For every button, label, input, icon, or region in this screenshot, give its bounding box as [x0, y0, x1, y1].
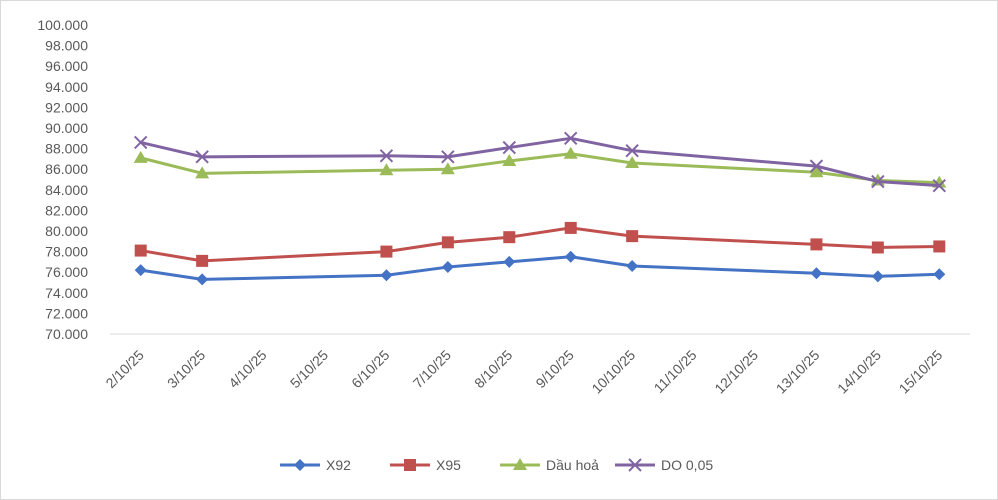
- y-tick-label: 86.000: [45, 161, 88, 177]
- data-point-x95: [810, 238, 823, 251]
- data-point-do-0-05: [502, 140, 516, 155]
- legend-marker: [513, 458, 527, 470]
- y-tick-label: 76.000: [45, 264, 88, 280]
- legend: X92 X95 Dầu hoả DO 0,05: [280, 457, 713, 473]
- data-point-x95: [933, 240, 946, 253]
- data-point-d-u-ho: [440, 162, 455, 175]
- data-point-do-0-05: [625, 143, 639, 158]
- legend-label: X95: [436, 457, 461, 473]
- data-point-do-0-05: [871, 174, 885, 189]
- y-tick-label: 100.000: [37, 17, 88, 33]
- data-point-x95: [564, 221, 577, 234]
- data-point-x92: [380, 269, 393, 282]
- y-tick-label: 72.000: [45, 305, 88, 321]
- data-point-d-u-ho: [502, 153, 517, 166]
- data-point-x95: [626, 230, 639, 243]
- data-point-x92: [134, 264, 147, 277]
- data-point-x92: [441, 261, 454, 274]
- legend-item: X95: [390, 457, 461, 473]
- data-point-x95: [134, 244, 147, 257]
- data-point-x95: [196, 254, 209, 267]
- x-tick-label: 6/10/25: [348, 347, 392, 391]
- x-tick-label: 10/10/25: [588, 347, 638, 397]
- data-point-x92: [810, 267, 823, 280]
- x-tick-label: 9/10/25: [532, 347, 576, 391]
- series-line-do-0-05: [140, 136, 940, 188]
- legend-item: DO 0,05: [615, 457, 713, 473]
- data-point-do-0-05: [134, 135, 148, 150]
- data-point-x92: [871, 270, 884, 283]
- series-group: [133, 131, 947, 286]
- data-point-do-0-05: [195, 150, 209, 164]
- x-tick-label: 14/10/25: [834, 347, 884, 397]
- data-point-do-0-05: [809, 159, 824, 173]
- y-tick-label: 70.000: [45, 326, 88, 342]
- data-point-x92: [503, 255, 516, 268]
- x-tick-label: 4/10/25: [225, 347, 269, 391]
- legend-label: X92: [326, 457, 351, 473]
- data-point-x95: [503, 231, 516, 244]
- legend-marker: [628, 458, 642, 472]
- data-point-x95: [871, 241, 884, 254]
- data-point-d-u-ho: [563, 146, 578, 159]
- series-line-x92: [140, 255, 940, 281]
- data-point-x92: [933, 268, 946, 281]
- data-point-do-0-05: [564, 131, 578, 146]
- x-tick-label: 8/10/25: [471, 347, 515, 391]
- data-point-do-0-05: [932, 178, 946, 193]
- y-tick-label: 90.000: [45, 120, 88, 136]
- y-tick-label: 78.000: [45, 244, 88, 260]
- y-tick-label: 98.000: [45, 38, 88, 54]
- legend-item: Dầu hoả: [500, 457, 599, 473]
- y-tick-label: 92.000: [45, 99, 88, 115]
- data-point-x92: [564, 250, 577, 263]
- x-tick-label: 11/10/25: [651, 347, 700, 396]
- legend-label: DO 0,05: [661, 457, 713, 473]
- data-point-do-0-05: [379, 149, 394, 163]
- x-tick-label: 13/10/25: [773, 347, 823, 397]
- legend-marker: [404, 459, 416, 471]
- data-point-x92: [196, 273, 209, 286]
- legend-item: X92: [280, 457, 351, 473]
- x-tick-label: 7/10/25: [410, 347, 454, 391]
- x-tick-label: 5/10/25: [287, 347, 331, 391]
- x-tick-label: 12/10/25: [711, 347, 761, 397]
- data-point-do-0-05: [441, 150, 455, 164]
- y-axis: 70.000 72.000 74.000 76.000 78.000 80.000 82.0…: [37, 17, 88, 342]
- series-line-d-u-ho: [140, 152, 940, 185]
- y-tick-label: 82.000: [45, 202, 88, 218]
- x-tick-label: 3/10/25: [164, 347, 208, 391]
- y-tick-label: 88.000: [45, 141, 88, 157]
- data-point-d-u-ho: [809, 165, 824, 178]
- data-point-d-u-ho: [133, 150, 148, 163]
- y-tick-label: 96.000: [45, 58, 88, 74]
- data-point-x92: [626, 260, 639, 273]
- data-point-d-u-ho: [625, 156, 640, 169]
- data-point-x95: [441, 236, 454, 249]
- legend-marker: [294, 459, 306, 471]
- data-point-d-u-ho: [379, 163, 394, 176]
- y-tick-label: 84.000: [45, 182, 88, 198]
- y-tick-label: 80.000: [45, 223, 88, 239]
- data-point-x95: [380, 245, 393, 258]
- y-tick-label: 74.000: [45, 285, 88, 301]
- x-tick-label: 15/10/25: [896, 347, 946, 397]
- series-line-x95: [140, 226, 940, 263]
- x-tick-labels: 2/10/25 3/10/25 4/10/25 5/10/25 6/10/25 7/10/…: [102, 347, 945, 397]
- x-tick-label: 2/10/25: [102, 347, 146, 391]
- legend-label: Dầu hoả: [546, 457, 599, 473]
- data-point-d-u-ho: [195, 166, 210, 179]
- y-tick-label: 94.000: [45, 79, 88, 95]
